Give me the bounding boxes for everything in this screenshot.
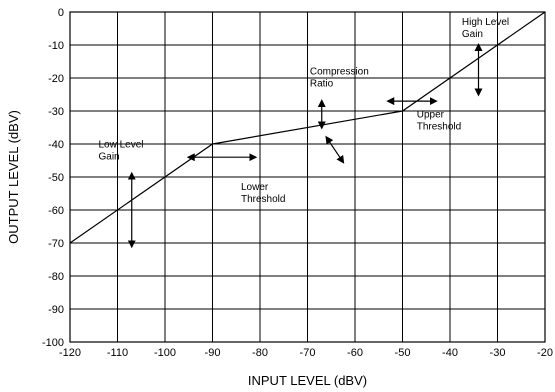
y-tick-label: -50 <box>48 172 64 184</box>
upper-threshold-label: Upper Threshold <box>417 110 461 133</box>
x-tick-label: -50 <box>395 347 411 359</box>
lower-threshold-label: Lower Threshold <box>241 182 285 205</box>
y-tick-label: -80 <box>48 271 64 283</box>
x-tick-label: -80 <box>252 347 268 359</box>
x-tick-label: -60 <box>347 347 363 359</box>
series <box>69 11 546 244</box>
low-level-gain-line: Low Level <box>99 139 144 150</box>
x-axis-title: INPUT LEVEL (dBV) <box>248 373 367 388</box>
y-tick-label: -20 <box>48 73 64 85</box>
y-tick-label: -60 <box>48 205 64 217</box>
high-level-gain-label: High Level Gain <box>462 17 509 40</box>
y-tick-label: -40 <box>48 139 64 151</box>
arrows <box>127 43 483 249</box>
x-tick-label: -20 <box>537 347 553 359</box>
x-tick-label: -40 <box>442 347 458 359</box>
x-tick-label: -110 <box>107 347 128 359</box>
compression-ratio-label: Compression Ratio <box>310 67 369 90</box>
low-level-gain-line: Gain <box>99 151 120 162</box>
x-tick-label: -90 <box>205 347 221 359</box>
upper-threshold-line: Threshold <box>417 122 461 133</box>
y-tick-label: -70 <box>48 238 64 250</box>
y-tick-label: -100 <box>42 337 64 349</box>
upper-threshold-line: Upper <box>417 110 445 121</box>
y-tick-label: -90 <box>48 304 64 316</box>
compression-ratio-line: Compression <box>310 67 369 78</box>
x-tick-label: -70 <box>300 347 316 359</box>
lower-threshold-line: Threshold <box>241 194 285 205</box>
plot-frame <box>69 11 546 343</box>
x-tick-label: -120 <box>59 347 81 359</box>
x-tick-label: -30 <box>490 347 506 359</box>
y-tick-label: -30 <box>48 106 64 118</box>
gain-curve-line <box>69 11 546 244</box>
compression-ratio-line: Ratio <box>310 79 334 90</box>
y-tick-label: 0 <box>58 7 64 19</box>
y-tick-label: -10 <box>48 40 64 52</box>
tick-labels: -120 -110 -100 -90 -80 -70 -60 -50 -40 -30 -20 0 -10… <box>42 7 553 359</box>
high-level-gain-line: Gain <box>462 29 483 40</box>
x-tick-label: -100 <box>154 347 176 359</box>
compression-ratio-arrow-lower <box>325 135 345 164</box>
low-level-gain-label: Low Level Gain <box>99 139 144 162</box>
lower-threshold-line: Lower <box>241 182 269 193</box>
high-level-gain-line: High Level <box>462 17 509 28</box>
y-axis-title: OUTPUT LEVEL (dBV) <box>6 110 21 244</box>
